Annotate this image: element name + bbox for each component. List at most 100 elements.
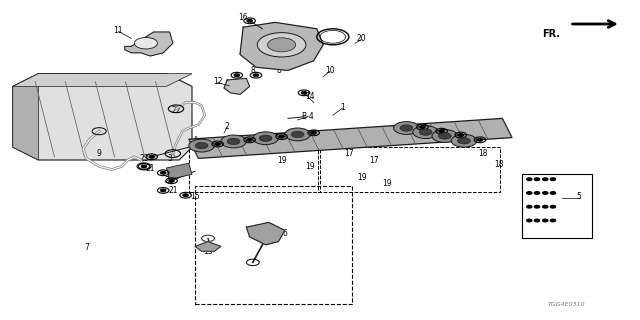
Text: 19: 19	[356, 173, 367, 182]
Circle shape	[195, 142, 208, 149]
Circle shape	[527, 178, 532, 180]
Polygon shape	[125, 32, 173, 56]
Circle shape	[458, 138, 470, 144]
Text: 18: 18	[495, 160, 504, 169]
Circle shape	[550, 192, 556, 194]
Circle shape	[279, 135, 284, 138]
Circle shape	[253, 132, 278, 145]
Text: 18: 18	[447, 127, 456, 136]
Polygon shape	[13, 74, 38, 160]
Polygon shape	[240, 22, 323, 70]
Circle shape	[268, 38, 296, 52]
Circle shape	[301, 92, 307, 94]
Circle shape	[215, 143, 220, 145]
Circle shape	[534, 178, 540, 180]
Circle shape	[534, 219, 540, 222]
Circle shape	[451, 134, 477, 147]
Bar	[522, 174, 592, 238]
Text: 4: 4	[225, 141, 230, 150]
Circle shape	[285, 128, 310, 141]
Text: TGG4E0310: TGG4E0310	[548, 301, 585, 307]
Circle shape	[419, 129, 432, 135]
Circle shape	[413, 126, 438, 139]
Circle shape	[227, 138, 240, 145]
Circle shape	[400, 125, 413, 131]
Text: 19: 19	[305, 162, 316, 171]
Text: 6: 6	[282, 229, 287, 238]
Text: 23: 23	[164, 176, 175, 185]
Circle shape	[234, 74, 239, 76]
Circle shape	[458, 134, 463, 136]
Text: 15: 15	[164, 170, 175, 179]
Text: 22: 22	[172, 106, 180, 115]
Text: 8: 8	[276, 66, 281, 75]
Text: 2: 2	[225, 122, 230, 131]
Text: 20: 20	[356, 34, 367, 43]
Circle shape	[311, 132, 316, 134]
Circle shape	[420, 126, 425, 128]
Text: 13: 13	[203, 247, 213, 256]
Text: 17: 17	[344, 149, 354, 158]
Circle shape	[550, 178, 556, 180]
Circle shape	[543, 178, 548, 180]
Text: 7: 7	[84, 244, 89, 252]
Circle shape	[221, 135, 246, 148]
Polygon shape	[224, 78, 250, 94]
Circle shape	[161, 189, 166, 192]
Text: 17: 17	[286, 140, 296, 148]
Circle shape	[550, 219, 556, 222]
Bar	[318, 147, 500, 192]
Text: 19: 19	[276, 156, 287, 164]
Text: 4: 4	[257, 146, 262, 155]
Circle shape	[543, 192, 548, 194]
Text: 17: 17	[260, 135, 271, 144]
Text: 14: 14	[305, 92, 316, 100]
Text: 12: 12	[213, 77, 222, 86]
Circle shape	[161, 172, 166, 174]
Circle shape	[534, 192, 540, 194]
Circle shape	[527, 219, 532, 222]
Text: 17: 17	[369, 156, 380, 164]
Text: 9: 9	[97, 149, 102, 158]
Circle shape	[134, 37, 157, 49]
Circle shape	[432, 130, 458, 142]
Circle shape	[527, 205, 532, 208]
Circle shape	[438, 133, 451, 139]
Text: 19: 19	[382, 180, 392, 188]
Text: 1: 1	[340, 103, 345, 112]
Circle shape	[149, 156, 154, 158]
Circle shape	[141, 165, 147, 168]
Circle shape	[543, 205, 548, 208]
Text: 21: 21	[168, 186, 177, 195]
Polygon shape	[13, 74, 192, 160]
Polygon shape	[13, 74, 192, 86]
Text: 4: 4	[193, 136, 198, 145]
Circle shape	[247, 20, 252, 22]
Text: 16: 16	[238, 13, 248, 22]
Text: 8: 8	[250, 66, 255, 75]
Circle shape	[247, 139, 252, 141]
Text: 10: 10	[324, 66, 335, 75]
Circle shape	[257, 33, 306, 57]
Text: 15: 15	[190, 192, 200, 201]
Circle shape	[183, 194, 188, 196]
Bar	[195, 186, 352, 304]
Text: 18: 18	[479, 149, 488, 158]
Text: 3: 3	[167, 154, 172, 163]
Bar	[189, 147, 320, 192]
Circle shape	[169, 180, 174, 182]
Circle shape	[394, 122, 419, 134]
Text: 11: 11	[114, 26, 123, 35]
Polygon shape	[166, 163, 192, 179]
Circle shape	[253, 74, 259, 76]
Polygon shape	[246, 222, 285, 245]
Circle shape	[543, 219, 548, 222]
Text: 18: 18	[463, 138, 472, 147]
Text: 23: 23	[139, 154, 149, 163]
Text: B-4: B-4	[301, 112, 314, 121]
Text: FR.: FR.	[542, 29, 560, 39]
Circle shape	[189, 139, 214, 152]
Circle shape	[259, 135, 272, 141]
Circle shape	[550, 205, 556, 208]
Text: 21: 21	[146, 164, 155, 172]
